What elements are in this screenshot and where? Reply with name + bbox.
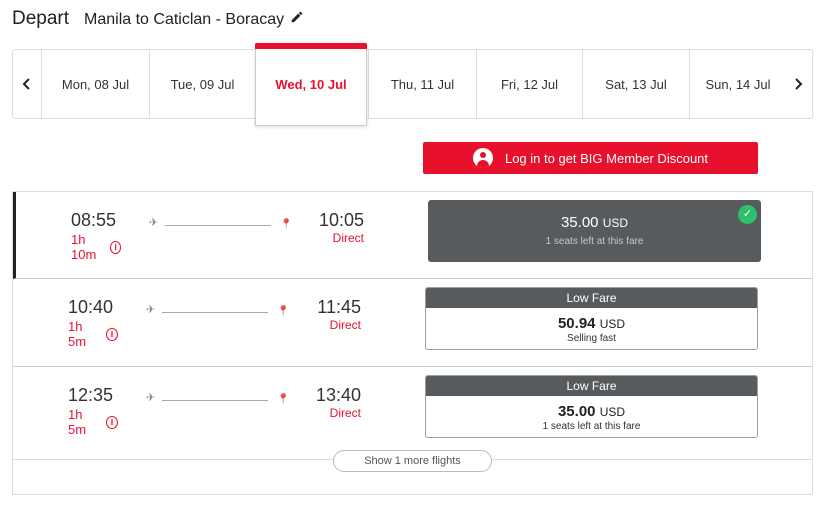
fare-label: Low Fare xyxy=(426,288,757,308)
flight-duration: 1h 10m i xyxy=(71,232,121,262)
flight-duration: 1h 5m i xyxy=(68,319,118,349)
stops-label: Direct xyxy=(329,318,361,332)
flight-row[interactable]: 12:35 1h 5m i ✈ 📍 13:40 Direct Low Fare … xyxy=(13,367,812,460)
flight-row[interactable]: 08:55 1h 10m i ✈ 📍 10:05 Direct 35.00 US… xyxy=(13,192,812,279)
page-title: Depart xyxy=(12,8,70,29)
departure-time: 12:35 xyxy=(68,385,114,405)
arrival-info: 13:40 Direct xyxy=(313,385,361,420)
arrival-time: 11:45 xyxy=(317,297,361,317)
member-discount-label: Log in to get BIG Member Discount xyxy=(504,150,709,166)
currency: USD xyxy=(599,405,626,419)
member-discount-button[interactable]: Log in to get BIG Member Discount xyxy=(423,142,758,174)
date-tab-mon-08[interactable]: Mon, 08 Jul xyxy=(41,50,149,118)
path-line xyxy=(162,312,268,313)
flight-path: ✈ 📍 xyxy=(149,217,293,231)
plane-icon: ✈ xyxy=(146,392,156,404)
flight-duration: 1h 5m i xyxy=(68,407,118,437)
fare-label: Low Fare xyxy=(426,376,757,396)
currency: USD xyxy=(599,317,626,331)
flight-list: 08:55 1h 10m i ✈ 📍 10:05 Direct 35.00 US… xyxy=(12,191,813,495)
info-icon[interactable]: i xyxy=(110,240,121,254)
location-pin-icon: 📍 xyxy=(277,306,290,317)
date-tab-sun-14[interactable]: Sun, 14 Jul xyxy=(689,50,786,118)
show-more-flights-button[interactable]: Show 1 more flights xyxy=(333,450,492,472)
arrival-info: 10:05 Direct xyxy=(316,210,364,245)
page-header: Depart Manila to Caticlan - Boracay xyxy=(12,8,304,32)
info-icon[interactable]: i xyxy=(105,415,118,429)
departure-info: 08:55 1h 10m i xyxy=(71,210,121,262)
arrival-info: 11:45 Direct xyxy=(313,297,361,332)
check-icon: ✓ xyxy=(738,205,757,224)
price-value: 35.00 xyxy=(560,214,599,231)
fare-note: 1 seats left at this fare xyxy=(545,236,644,247)
currency: USD xyxy=(602,216,629,230)
flight-path: ✈ 📍 xyxy=(146,304,290,318)
date-tab-thu-11[interactable]: Thu, 11 Jul xyxy=(368,50,476,118)
fare-card-selected[interactable]: 35.00 USD 1 seats left at this fare ✓ xyxy=(428,200,761,262)
fare-note: Selling fast xyxy=(567,333,616,344)
departure-time: 08:55 xyxy=(71,210,117,230)
flight-path: ✈ 📍 xyxy=(146,392,290,406)
fare-price: 35.00 USD xyxy=(428,214,761,231)
path-line xyxy=(162,400,268,401)
stops-label: Direct xyxy=(329,406,361,420)
plane-icon: ✈ xyxy=(149,217,159,229)
departure-time: 10:40 xyxy=(68,297,114,317)
duration-label: 1h 5m xyxy=(68,319,87,349)
fare-card[interactable]: Low Fare 35.00 USD 1 seats left at this … xyxy=(425,375,758,438)
departure-info: 12:35 1h 5m i xyxy=(68,385,118,437)
date-tab-fri-12[interactable]: Fri, 12 Jul xyxy=(476,50,582,118)
location-pin-icon: 📍 xyxy=(280,219,293,230)
arrival-time: 13:40 xyxy=(315,385,361,405)
chevron-left-icon[interactable] xyxy=(13,50,41,118)
info-icon[interactable]: i xyxy=(105,327,118,341)
arrival-time: 10:05 xyxy=(318,210,364,230)
duration-label: 1h 5m xyxy=(68,407,87,437)
date-tab-sat-13[interactable]: Sat, 13 Jul xyxy=(582,50,689,118)
date-selector: Mon, 08 Jul Tue, 09 Jul Thu, 11 Jul Fri,… xyxy=(12,49,813,119)
date-tab-tue-09[interactable]: Tue, 09 Jul xyxy=(149,50,255,118)
date-tab-wed-10-selected[interactable]: Wed, 10 Jul xyxy=(255,43,367,126)
route-label: Manila to Caticlan - Boracay xyxy=(84,11,285,28)
price-value: 35.00 xyxy=(557,403,596,420)
plane-icon: ✈ xyxy=(146,304,156,316)
location-pin-icon: 📍 xyxy=(277,394,290,405)
stops-label: Direct xyxy=(332,231,364,245)
chevron-right-icon[interactable] xyxy=(784,50,812,118)
fare-card[interactable]: Low Fare 50.94 USD Selling fast xyxy=(425,287,758,350)
fare-price: 50.94 USD xyxy=(426,315,757,332)
fare-price: 35.00 USD xyxy=(426,403,757,420)
flight-row[interactable]: 10:40 1h 5m i ✈ 📍 11:45 Direct Low Fare … xyxy=(13,279,812,367)
path-line xyxy=(165,225,271,226)
departure-info: 10:40 1h 5m i xyxy=(68,297,118,349)
pencil-icon[interactable] xyxy=(290,10,304,24)
fare-note: 1 seats left at this fare xyxy=(542,421,641,432)
duration-label: 1h 10m xyxy=(71,232,97,262)
user-avatar-icon xyxy=(472,148,493,168)
price-value: 50.94 xyxy=(557,315,596,332)
